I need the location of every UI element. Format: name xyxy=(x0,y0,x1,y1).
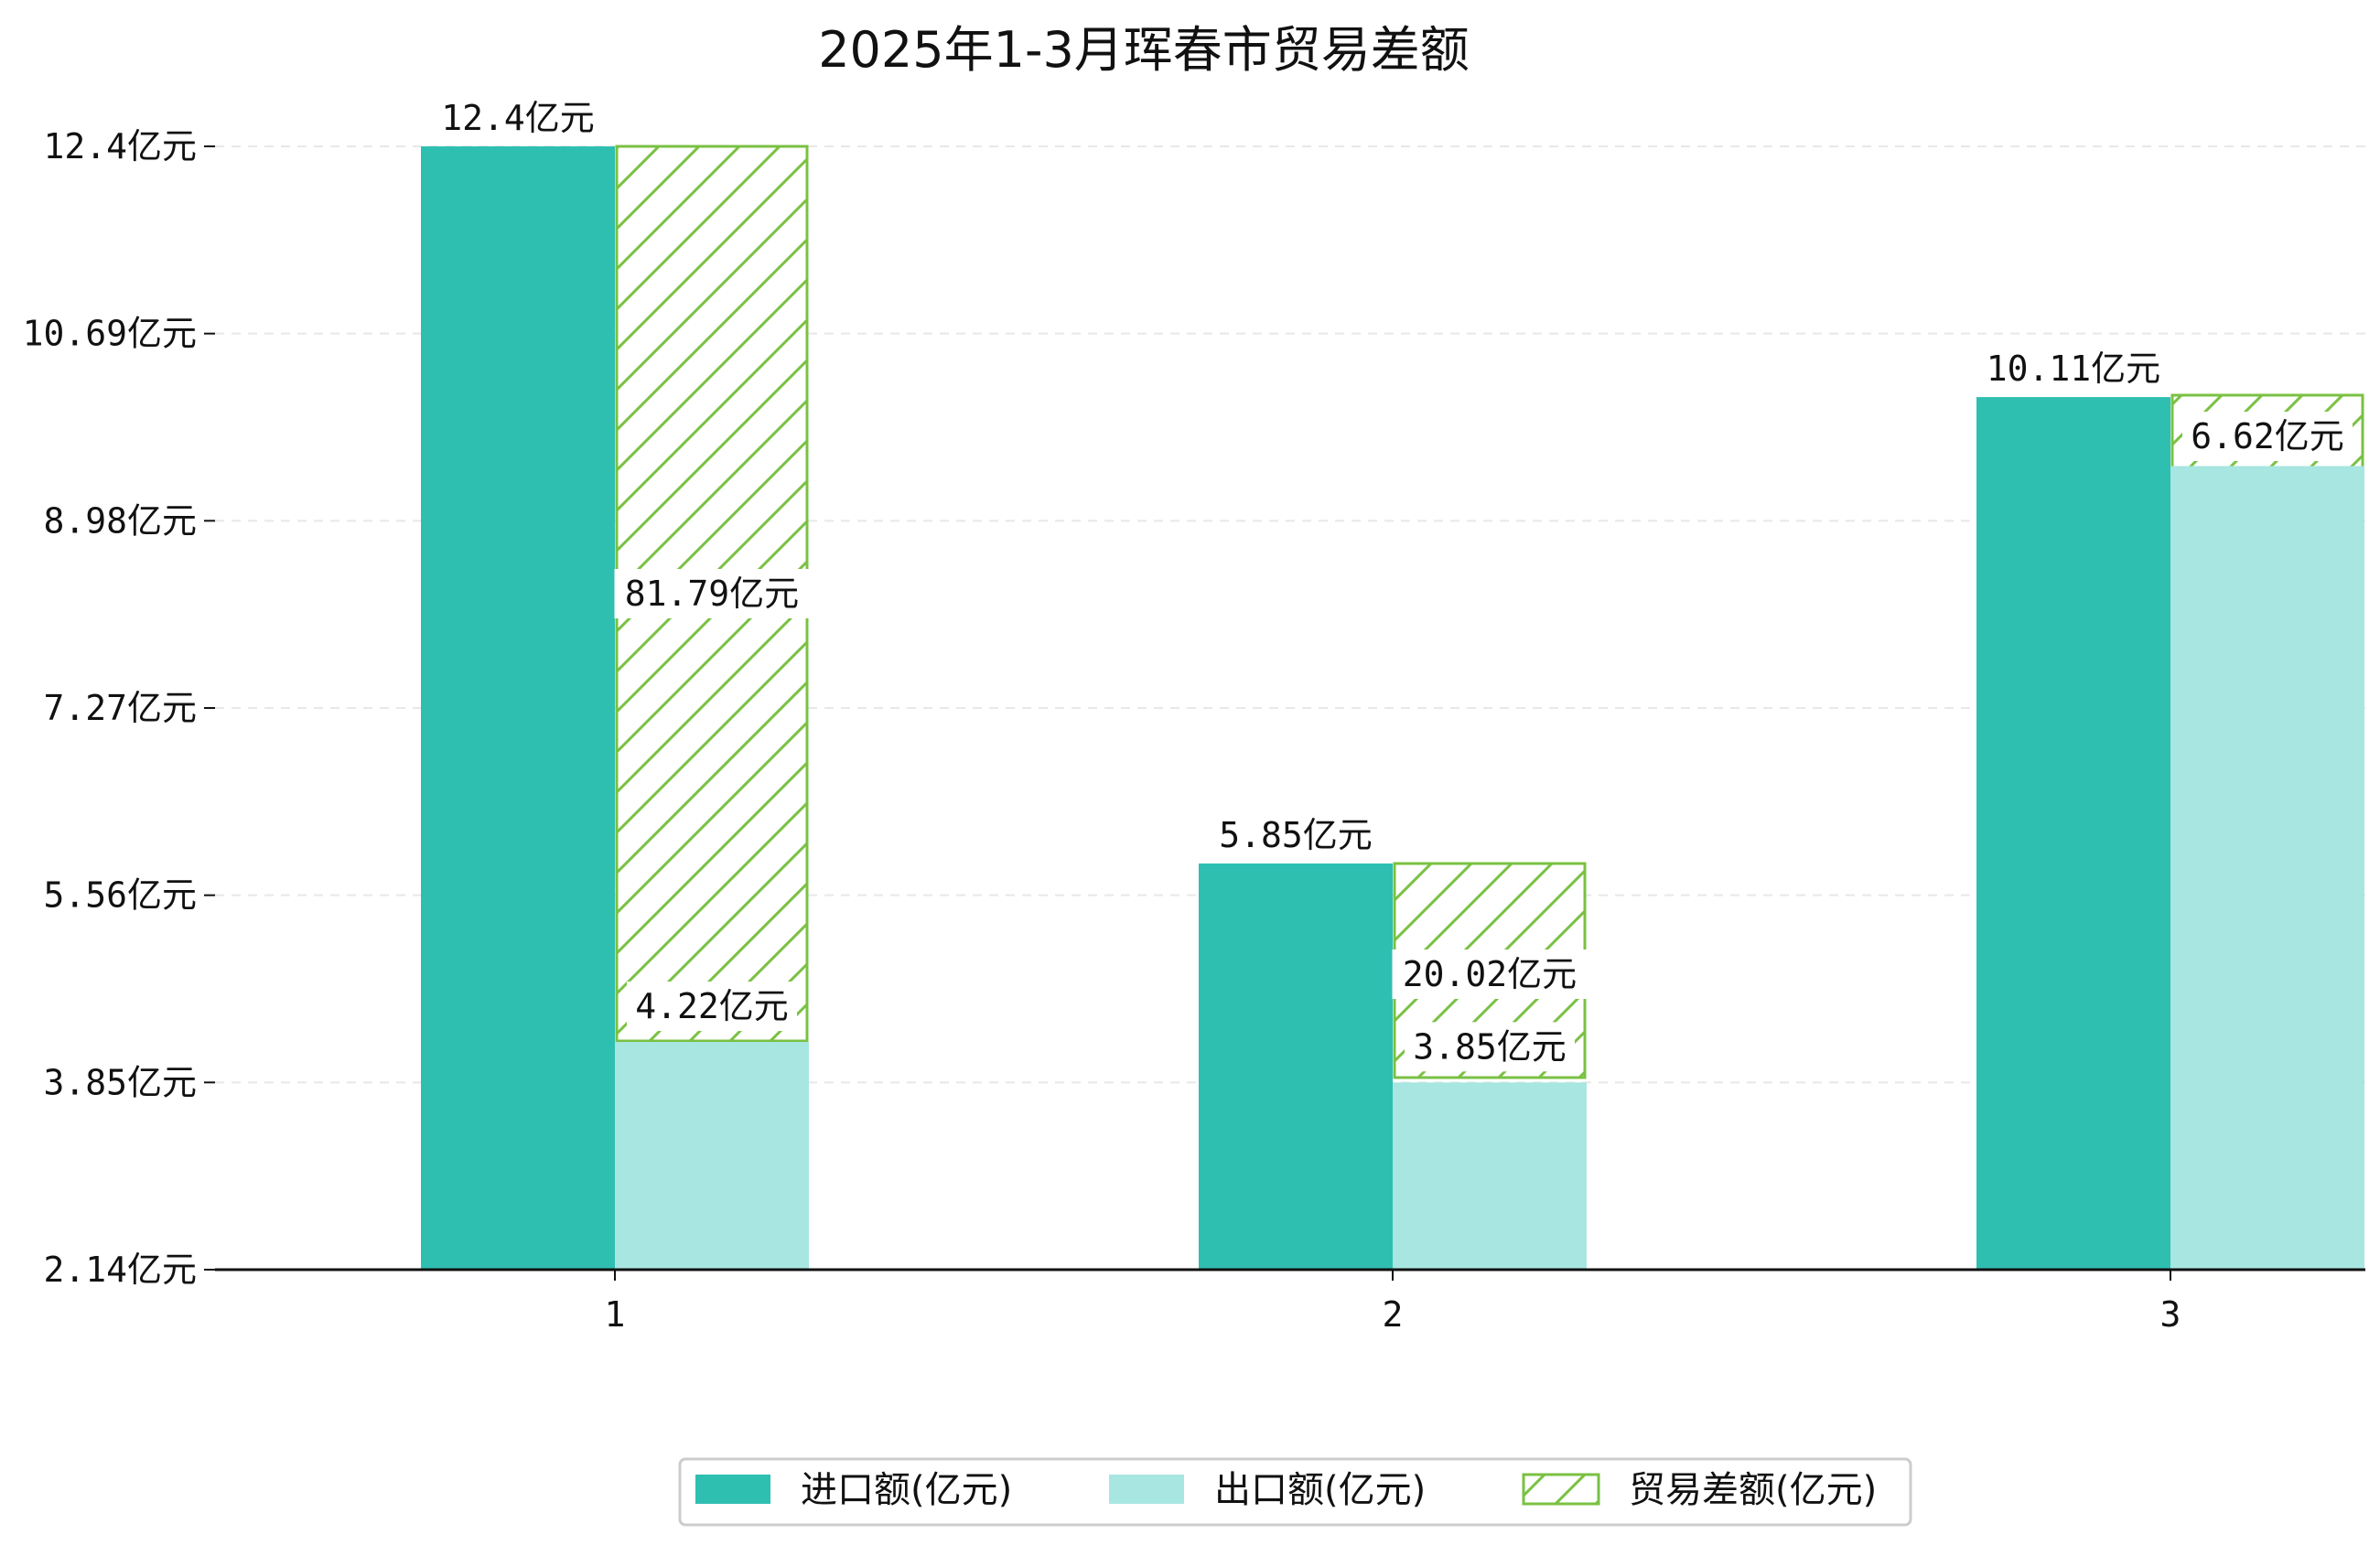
x-tick-label: 1 xyxy=(605,1294,626,1335)
legend: 进口额(亿元) 出口额(亿元) 贸易差额(亿元) xyxy=(678,1457,1912,1527)
balance-label: 20.02亿元 xyxy=(1403,954,1577,994)
y-tick-label: 12.4亿元 xyxy=(43,126,197,166)
export-bar xyxy=(1393,1082,1587,1270)
import-bar xyxy=(421,146,615,1270)
import-bar xyxy=(1976,397,2170,1270)
import-label: 12.4亿元 xyxy=(441,98,595,138)
bars xyxy=(421,145,2364,1271)
x-tick-label: 2 xyxy=(1383,1294,1404,1335)
export-label: 4.22亿元 xyxy=(635,986,789,1026)
legend-label: 出口额(亿元) xyxy=(1214,1469,1426,1511)
balance-label: 81.79亿元 xyxy=(625,574,799,614)
export-label: 3.85亿元 xyxy=(1413,1026,1567,1067)
import-bar xyxy=(1199,863,1393,1270)
y-tick-label: 8.98亿元 xyxy=(43,500,197,541)
y-tick-label: 2.14亿元 xyxy=(43,1250,197,1290)
legend-swatch xyxy=(1109,1475,1184,1504)
import-label-box xyxy=(1976,344,2171,394)
y-tick-label: 3.85亿元 xyxy=(43,1062,197,1102)
export-label-box xyxy=(627,982,797,1032)
import-label-box xyxy=(433,93,603,143)
legend-swatch xyxy=(1522,1473,1600,1506)
chart-title: 2025年1-3月珲春市贸易差额 xyxy=(818,21,1470,79)
import-label-box xyxy=(1211,810,1381,860)
import-label: 10.11亿元 xyxy=(1987,349,2160,389)
balance-label-box xyxy=(614,569,810,618)
export-bar xyxy=(615,1042,809,1270)
export-bar xyxy=(2170,466,2364,1271)
axes: 2.14亿元 3.85亿元 5.56亿元 7.27亿元 8.98亿元 10.69亿元 12.… xyxy=(23,126,2365,1335)
y-tick-label: 10.69亿元 xyxy=(23,314,197,354)
legend-label: 进口额(亿元) xyxy=(801,1469,1012,1511)
export-label-box xyxy=(1405,1022,1575,1072)
balance-label-box xyxy=(1392,950,1588,999)
balance-label: 6.62亿元 xyxy=(2191,416,2344,456)
legend-box xyxy=(678,1457,1912,1527)
y-tick-label: 5.56亿元 xyxy=(43,875,197,916)
balance-label-box xyxy=(2182,412,2353,461)
import-label: 5.85亿元 xyxy=(1219,815,1373,855)
x-tick-label: 3 xyxy=(2160,1294,2181,1335)
legend-label: 贸易差额(亿元) xyxy=(1629,1469,1877,1511)
legend-swatch xyxy=(695,1475,770,1504)
y-tick-label: 7.27亿元 xyxy=(43,688,197,728)
data-labels: 12.4亿元 81.79亿元 4.22亿元 5.85亿元 20.02亿元 3.85亿元 10… xyxy=(433,93,2353,1072)
